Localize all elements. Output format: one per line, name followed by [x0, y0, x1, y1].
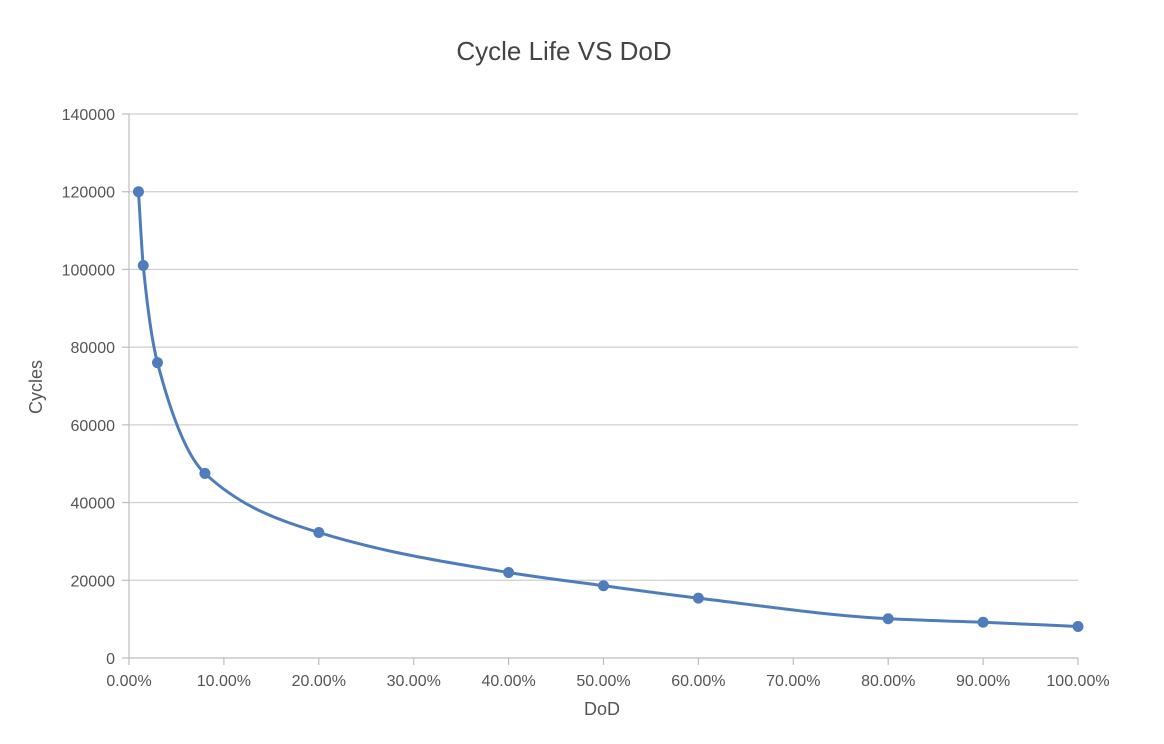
axes: [128, 114, 1078, 659]
x-tick-label: 20.00%: [292, 673, 346, 690]
data-point: [151, 357, 163, 369]
x-tick-label: 90.00%: [956, 673, 1010, 690]
x-tick-label: 40.00%: [481, 673, 535, 690]
y-tick-label: 80000: [71, 340, 116, 357]
data-point: [977, 616, 989, 628]
x-tick-label: 30.00%: [387, 673, 441, 690]
data-point: [503, 567, 515, 579]
y-tick-label: 20000: [71, 573, 116, 590]
x-tick-label: 100.00%: [1046, 673, 1109, 690]
x-axis-ticks: 0.00% 10.00% 20.00% 30.00% 40.00% 50.00% 60.00…: [106, 658, 1110, 690]
x-tick-label: 50.00%: [576, 673, 630, 690]
y-tick-label: 100000: [62, 262, 115, 279]
x-tick-label: 10.00%: [197, 673, 251, 690]
y-tick-label: 120000: [62, 185, 115, 202]
data-point: [137, 260, 149, 272]
y-axis-title: Cycles: [26, 360, 46, 414]
series-layer: [132, 186, 1084, 633]
y-tick-label: 140000: [62, 107, 115, 124]
x-tick-label: 80.00%: [861, 673, 915, 690]
data-point: [598, 580, 609, 592]
data-point: [132, 186, 144, 198]
y-tick-label: 0: [106, 651, 115, 668]
series-line: [136, 190, 1080, 629]
data-point: [199, 467, 211, 479]
x-tick-label: 60.00%: [671, 673, 725, 690]
data-point: [313, 526, 325, 538]
data-point: [882, 613, 894, 625]
chart-title: Cycle Life VS DoD: [456, 36, 671, 66]
y-axis-ticks: 0 20000 40000 60000 80000 100000 120000 140000: [62, 107, 129, 668]
x-tick-label: 0.00%: [106, 673, 151, 690]
y-tick-label: 40000: [71, 496, 116, 513]
y-tick-label: 60000: [71, 418, 116, 435]
gridlines: [129, 113, 1078, 581]
x-tick-label: 70.00%: [766, 673, 820, 690]
x-axis-title: DoD: [584, 699, 620, 719]
data-point: [1072, 621, 1084, 633]
data-point: [692, 592, 704, 604]
